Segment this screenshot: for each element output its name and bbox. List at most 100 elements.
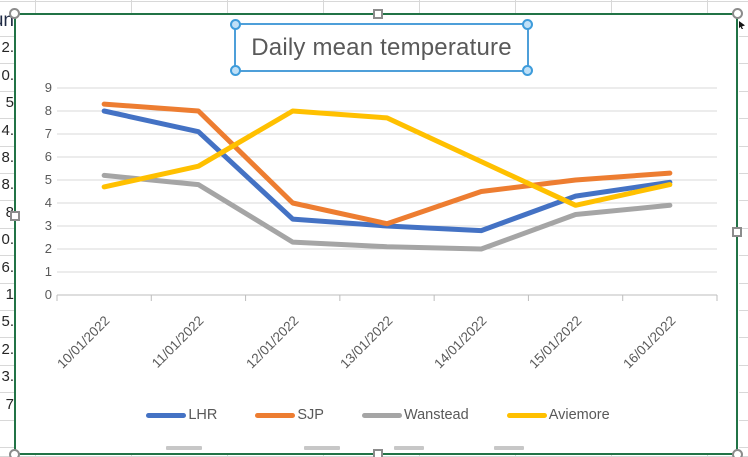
- worksheet-gridline: [419, 0, 420, 13]
- title-resize-handle-top-left[interactable]: [230, 19, 241, 30]
- cell-text-fragment[interactable]: 6.: [1, 258, 14, 276]
- worksheet-gridline: [35, 455, 36, 457]
- legend-swatch-icon: [506, 412, 547, 418]
- worksheet-gridline: [739, 310, 748, 311]
- chart-title-box[interactable]: Daily mean temperature: [230, 19, 533, 76]
- chart-resize-handle-top-middle[interactable]: [373, 9, 383, 19]
- worksheet-gridline: [0, 118, 14, 120]
- worksheet-gridline: [739, 447, 748, 448]
- worksheet-gridline: [739, 173, 748, 174]
- worksheet-gridline: [0, 90, 14, 92]
- cell-text-fragment[interactable]: 8.: [1, 176, 14, 194]
- worksheet-gridline: [515, 455, 516, 457]
- legend-item-SJP[interactable]: SJP: [255, 407, 324, 423]
- title-resize-handle-bottom-right[interactable]: [522, 65, 533, 76]
- plot-area: [56, 87, 718, 301]
- worksheet-gridline: [707, 0, 708, 13]
- cell-text-fragment[interactable]: 4.: [1, 121, 14, 139]
- chart-resize-handle-left-middle[interactable]: [10, 211, 20, 221]
- worksheet-gridline: [0, 36, 14, 37]
- y-tick-label[interactable]: 0: [44, 287, 52, 302]
- title-resize-handle-top-right[interactable]: [522, 19, 533, 30]
- legend-item-LHR[interactable]: LHR: [146, 407, 217, 423]
- chart-resize-handle-top-right[interactable]: [732, 8, 743, 19]
- cell-text-fragment[interactable]: 1: [5, 286, 14, 303]
- worksheet-gridline: [739, 200, 748, 202]
- worksheet-gridline: [739, 36, 748, 37]
- legend-item-Wanstead[interactable]: Wanstead: [361, 407, 469, 423]
- legend-swatch-icon: [255, 412, 296, 418]
- y-tick-label[interactable]: 6: [44, 149, 52, 164]
- worksheet-gridline: [739, 255, 748, 257]
- worksheet-gridline: [131, 0, 132, 13]
- cell-text-fragment[interactable]: 5: [5, 94, 14, 112]
- worksheet-gridline: [611, 455, 612, 457]
- worksheet-gridline: [0, 419, 14, 421]
- cell-text-fragment[interactable]: 0.: [1, 231, 14, 249]
- worksheet-gridline: [323, 455, 324, 457]
- worksheet-gridline: [0, 392, 14, 394]
- chart-title[interactable]: Daily mean temperature: [251, 33, 512, 61]
- chart-resize-handle-top-left[interactable]: [9, 8, 20, 19]
- chart-resize-handle-bottom-left[interactable]: [9, 449, 20, 457]
- chart-legend[interactable]: LHR SJP Wanstead Aviemore: [16, 407, 740, 423]
- chart-resize-handle-bottom-middle[interactable]: [373, 449, 383, 457]
- worksheet-gridline: [0, 1, 748, 2]
- worksheet-gridline: [323, 0, 324, 13]
- legend-swatch-icon: [361, 412, 402, 418]
- worksheet-gridline: [739, 419, 748, 421]
- y-tick-label[interactable]: 4: [44, 195, 52, 210]
- y-tick-label[interactable]: 5: [44, 172, 52, 187]
- worksheet-gridline: [739, 145, 748, 147]
- cell-text-fragment[interactable]: 2.: [1, 340, 14, 358]
- cell-text-fragment[interactable]: 7: [5, 395, 14, 413]
- worksheet-gridline: [0, 447, 14, 448]
- legend-label: Wanstead: [403, 407, 469, 423]
- mouse-cursor-artifact: [739, 21, 745, 29]
- worksheet-gridline: [0, 282, 14, 284]
- worksheet-gridline: [0, 200, 14, 202]
- worksheet-gridline: [515, 0, 516, 13]
- worksheet-gridline: [0, 337, 14, 339]
- y-tick-label[interactable]: 2: [44, 241, 52, 256]
- legend-label: Aviemore: [548, 407, 610, 423]
- worksheet-gridline: [739, 282, 748, 284]
- worksheet-gridline: [739, 63, 748, 65]
- obscured-cell-text: [494, 446, 524, 450]
- worksheet-gridline: [739, 337, 748, 339]
- chart-resize-handle-right-middle[interactable]: [732, 227, 742, 237]
- series-line-Aviemore[interactable]: [101, 108, 673, 208]
- worksheet-gridline: [131, 455, 132, 457]
- legend-item-Aviemore[interactable]: Aviemore: [506, 407, 610, 423]
- worksheet-gridline: [0, 145, 14, 147]
- cell-text-fragment[interactable]: 5.: [1, 313, 14, 331]
- title-resize-handle-bottom-left[interactable]: [230, 65, 241, 76]
- worksheet-gridline: [739, 364, 748, 366]
- y-tick-label[interactable]: 8: [44, 103, 52, 118]
- obscured-cell-text: [394, 446, 424, 450]
- cell-text-fragment[interactable]: 8: [6, 204, 14, 222]
- cell-text-fragment[interactable]: 0.: [1, 66, 14, 84]
- worksheet-gridline: [0, 227, 14, 229]
- y-tick-label[interactable]: 7: [44, 126, 52, 141]
- chart-resize-handle-bottom-right[interactable]: [732, 449, 743, 457]
- series-line-SJP[interactable]: [101, 101, 673, 227]
- cell-text-fragment[interactable]: 2.: [1, 39, 14, 57]
- cell-text-fragment[interactable]: 3.: [1, 368, 14, 386]
- obscured-cell-text: [166, 446, 202, 450]
- worksheet-gridline: [35, 0, 36, 13]
- worksheet-gridline: [611, 0, 612, 13]
- legend-label: LHR: [188, 407, 218, 423]
- y-tick-label[interactable]: 9: [44, 80, 52, 95]
- worksheet-gridline: [227, 455, 228, 457]
- y-tick-label[interactable]: 1: [44, 264, 52, 279]
- worksheet-gridline: [739, 392, 748, 394]
- worksheet-gridline: [739, 118, 748, 120]
- worksheet-gridline: [0, 63, 14, 65]
- series-line-Wanstead[interactable]: [101, 172, 673, 252]
- cell-text-fragment[interactable]: 8.: [1, 149, 14, 166]
- y-tick-label[interactable]: 3: [44, 218, 52, 233]
- obscured-cell-text: [304, 446, 340, 450]
